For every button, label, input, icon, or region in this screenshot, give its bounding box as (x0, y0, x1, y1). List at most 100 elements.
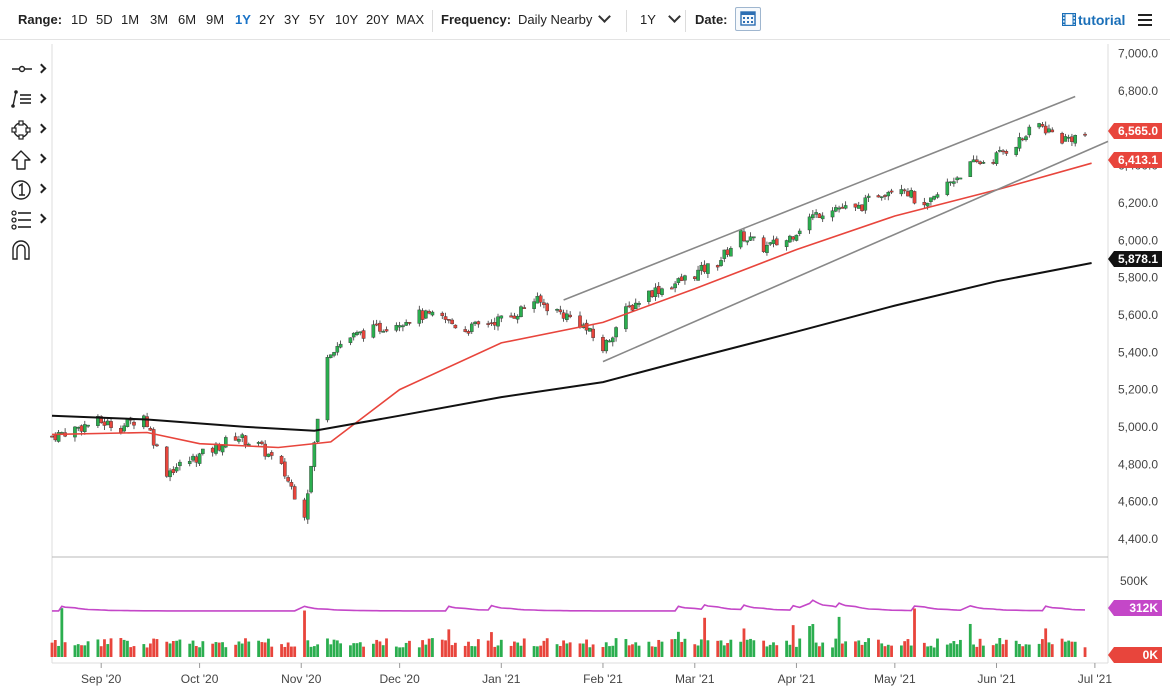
volume-bar (339, 643, 342, 657)
hamburger-menu-icon[interactable] (1138, 14, 1152, 26)
tutorial-link[interactable]: tutorial (1061, 12, 1125, 28)
frequency-dropdown[interactable]: Daily Nearby (518, 10, 612, 30)
candle-body (935, 194, 940, 198)
candle-body (86, 424, 90, 427)
candle-body (614, 327, 618, 338)
candle-body (729, 247, 733, 257)
candle-body (742, 231, 746, 242)
candle-body (82, 424, 87, 432)
x-tick-label: Apr '21 (778, 672, 816, 686)
candle-body (978, 161, 982, 165)
candle-body (834, 207, 838, 212)
volume-bar (201, 641, 205, 657)
price-tick-label: 6,200.0 (1118, 196, 1158, 210)
candle-body (1047, 128, 1051, 133)
candle-body (440, 312, 445, 316)
candle-body (1001, 150, 1005, 153)
candle-body (889, 190, 894, 193)
volume-bar (922, 642, 926, 657)
volume-bar (854, 641, 857, 657)
candle-body (794, 234, 799, 241)
volume-bar (614, 638, 618, 657)
candle-body (489, 322, 494, 325)
candle-body (220, 445, 225, 453)
candle-body (952, 181, 956, 184)
candle-body (233, 436, 238, 441)
range-button-3m[interactable]: 3M (150, 12, 169, 27)
volume-bar (171, 640, 175, 657)
candle-body (699, 265, 704, 271)
range-button-5d[interactable]: 5D (96, 12, 113, 27)
volume-bar (349, 645, 352, 657)
volume-last-label-background (1108, 647, 1162, 663)
candle-body (79, 425, 84, 432)
volume-bar (63, 642, 67, 657)
volume-bar (1018, 643, 1021, 657)
candle-body (486, 323, 490, 325)
candle-body (351, 332, 356, 338)
candle-body (535, 296, 540, 304)
calendar-icon (740, 11, 756, 26)
volume-bar (513, 641, 516, 657)
range-button-2y[interactable]: 2Y (259, 12, 275, 27)
candle-body (945, 181, 950, 195)
range-button-1y[interactable]: 1Y (235, 12, 251, 27)
candle-body (797, 230, 802, 234)
date-picker-button[interactable] (735, 7, 761, 31)
volume-bar (726, 643, 729, 657)
volume-bar (788, 644, 792, 657)
volume-bar (693, 644, 697, 657)
volume-bar (634, 642, 638, 657)
price-tick-label: 4,800.0 (1118, 457, 1158, 471)
range-button-20y[interactable]: 20Y (366, 12, 390, 27)
range-button-10y[interactable]: 10Y (335, 12, 359, 27)
volume-bar (535, 646, 539, 657)
arrow-tool[interactable] (10, 149, 50, 171)
range-button-max[interactable]: MAX (396, 12, 425, 27)
volume-bar (401, 647, 405, 657)
range-button-1m[interactable]: 1M (121, 12, 140, 27)
range-button-5y[interactable]: 5Y (309, 12, 325, 27)
candle-body (171, 469, 176, 473)
drawing-tools[interactable] (10, 89, 50, 111)
range-button-3y[interactable]: 3Y (284, 12, 300, 27)
volume-bar (335, 640, 339, 657)
candle-body (224, 437, 228, 448)
candle-body (240, 434, 245, 438)
volume-bar (355, 643, 359, 657)
range-button-6m[interactable]: 6M (178, 12, 197, 27)
volume-bar (673, 638, 677, 657)
magnet-tool[interactable] (10, 239, 50, 261)
range-button-9m[interactable]: 9M (206, 12, 225, 27)
magnet-icon (12, 240, 30, 260)
volume-bar (631, 644, 634, 657)
candle-body (302, 499, 307, 518)
studies-tool[interactable] (10, 209, 50, 231)
volume-bar (775, 645, 779, 657)
annotation-tool[interactable] (10, 179, 50, 201)
range-button-1d[interactable]: 1D (71, 12, 88, 27)
shapes-tool[interactable] (10, 119, 50, 141)
candle-body (99, 416, 103, 423)
volume-bar (493, 646, 497, 657)
volume-bar (844, 641, 848, 657)
candle-body (447, 319, 451, 321)
period-dropdown[interactable]: 1Y (640, 10, 681, 30)
volume-bar (706, 640, 710, 657)
candle-body (771, 239, 776, 244)
volume-bar (578, 643, 582, 657)
crosshair-tool[interactable] (10, 59, 50, 81)
volume-bar (188, 643, 192, 657)
candle-body (879, 196, 884, 199)
volume-bar (719, 640, 723, 657)
volume-bar (470, 646, 474, 657)
volume-bar (765, 646, 769, 657)
volume-bar (1067, 640, 1071, 657)
volume-bar (585, 639, 588, 657)
volume-bar (263, 642, 267, 657)
volume-bar (722, 645, 726, 657)
candle-body (906, 191, 910, 197)
candle-body (948, 181, 953, 184)
range-label: Range: (18, 12, 63, 27)
